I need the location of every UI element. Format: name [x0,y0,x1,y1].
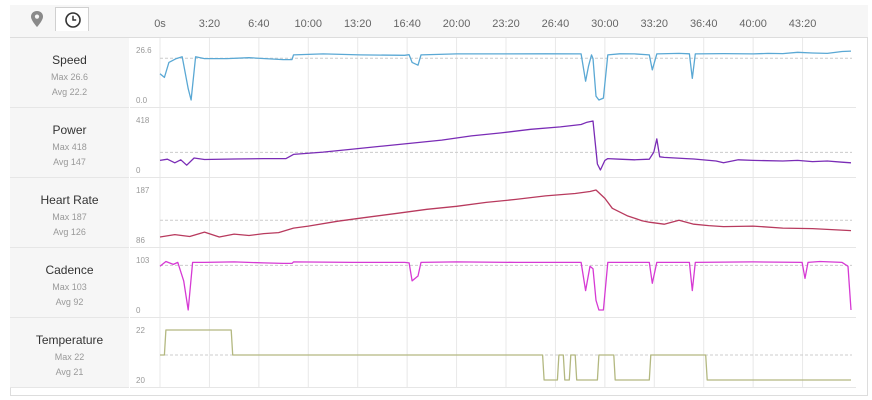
panel-title: Cadence [45,263,94,277]
panel-avg: Avg 21 [55,367,84,377]
x-tick-label: 16:40 [393,18,421,30]
x-tick-label: 26:40 [542,18,570,30]
y-max-label: 26.6 [136,46,152,55]
panel-title: Temperature [35,333,104,347]
panel-avg: Avg 92 [55,297,84,307]
panel-max: Max 418 [52,142,87,152]
panel-avg: Avg 126 [53,227,86,237]
x-tick-label: 10:00 [295,18,323,30]
panel-max: Max 187 [52,212,87,222]
y-min-label: 0 [136,166,141,175]
cadence-panel-label[interactable]: Cadence Max 103 Avg 92 [10,248,129,318]
cadence-series-line [159,260,852,311]
temperature-series-line [160,329,851,381]
power-panel: 418 0 [130,108,856,178]
x-tick-label: 6:40 [248,18,269,30]
x-tick-label: 36:40 [690,18,718,30]
panel-max: Max 26.6 [50,72,89,82]
panel-title: Power [52,123,87,137]
panel-title: Heart Rate [40,193,99,207]
time-view-button[interactable] [55,7,89,31]
temperature-panel-label[interactable]: Temperature Max 22 Avg 21 [10,318,129,388]
panel-max: Max 103 [52,282,87,292]
speed-series-line [159,50,852,101]
power-series-line [159,120,852,171]
y-min-label: 0 [136,306,141,315]
heart-rate-series-line [159,189,852,238]
chart-area[interactable]: 26.6 0.0 418 0 187 86 103 0 22 20 [130,38,856,388]
cadence-panel: 103 0 [130,248,856,318]
x-tick-label: 20:00 [443,18,471,30]
map-pin-icon [31,11,43,27]
panel-max: Max 22 [54,352,85,362]
panel-title: Speed [52,53,87,67]
power-panel-label[interactable]: Power Max 418 Avg 147 [10,108,129,178]
x-tick-label: 0s [154,18,166,30]
heart-rate-panel-label[interactable]: Heart Rate Max 187 Avg 126 [10,178,129,248]
x-axis: 0s 3:20 6:40 10:00 13:20 16:40 20:00 23:20 26:40… [154,18,817,30]
panel-avg: Avg 22.2 [51,87,88,97]
y-min-label: 0.0 [136,96,148,105]
x-tick-label: 43:20 [789,18,817,30]
chart-frame [10,5,868,396]
heart-rate-panel: 187 86 [130,178,856,248]
x-tick-label: 13:20 [344,18,372,30]
x-tick-label: 40:00 [739,18,767,30]
clock-icon [65,12,81,28]
panel-avg: Avg 147 [53,157,86,167]
y-min-label: 86 [136,236,145,245]
map-view-button[interactable] [20,7,54,31]
x-tick-label: 33:20 [641,18,669,30]
speed-panel-label[interactable]: Speed Max 26.6 Avg 22.2 [10,38,129,108]
y-max-label: 103 [136,256,150,265]
speed-panel: 26.6 0.0 [130,38,856,108]
y-max-label: 418 [136,116,150,125]
x-tick-label: 30:00 [591,18,619,30]
y-max-label: 22 [136,326,145,335]
x-tick-label: 23:20 [492,18,520,30]
y-max-label: 187 [136,186,150,195]
toolbar [10,5,868,38]
temperature-panel: 22 20 [130,318,856,388]
x-tick-label: 3:20 [199,18,220,30]
y-min-label: 20 [136,376,145,385]
